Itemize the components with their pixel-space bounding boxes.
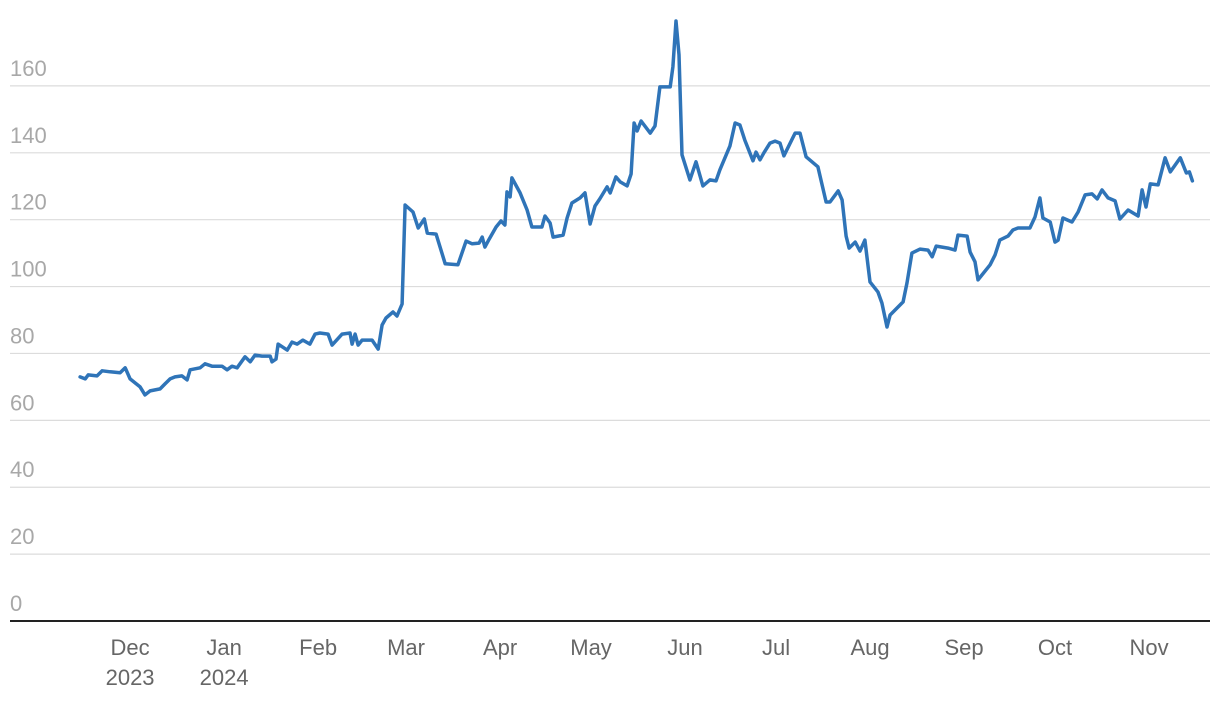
- price-line: [78, 19, 1195, 397]
- x-tick-label: Jan 2024: [199, 635, 249, 690]
- y-tick-label: 80: [10, 323, 34, 348]
- x-tick-label: Oct: [1037, 635, 1073, 660]
- y-tick-label: 0: [10, 591, 22, 616]
- y-tick-label: 40: [10, 457, 34, 482]
- x-tick-label: Apr: [482, 635, 518, 660]
- x-tick-label: Dec 2023: [105, 635, 155, 690]
- y-tick-label: 60: [10, 390, 34, 415]
- x-tick-label: Mar: [387, 635, 425, 660]
- y-tick-label: 100: [10, 257, 47, 282]
- y-tick-label: 160: [10, 56, 47, 81]
- y-tick-label: 140: [10, 123, 47, 148]
- x-tick-label: May: [570, 635, 612, 660]
- x-tick-label: Feb: [299, 635, 338, 660]
- x-tick-label: Jun: [667, 635, 703, 660]
- x-tick-label: Jul: [761, 635, 791, 660]
- x-tick-label: Aug: [850, 635, 890, 660]
- y-tick-label: 20: [10, 524, 34, 549]
- y-tick-label: 120: [10, 190, 47, 215]
- x-tick-label: Sep: [944, 635, 984, 660]
- x-tick-label: Nov: [1129, 635, 1169, 660]
